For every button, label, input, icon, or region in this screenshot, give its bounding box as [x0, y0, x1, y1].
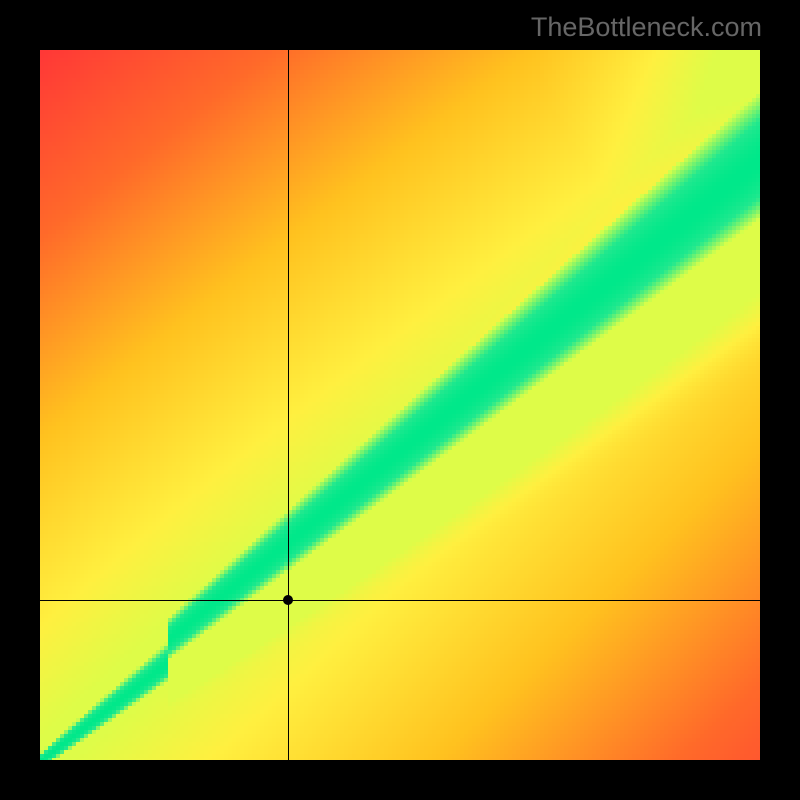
crosshair-dot	[283, 595, 293, 605]
watermark-text: TheBottleneck.com	[531, 12, 762, 43]
bottleneck-heatmap	[40, 50, 760, 760]
crosshair-horizontal	[40, 600, 760, 601]
crosshair-vertical	[288, 50, 289, 760]
